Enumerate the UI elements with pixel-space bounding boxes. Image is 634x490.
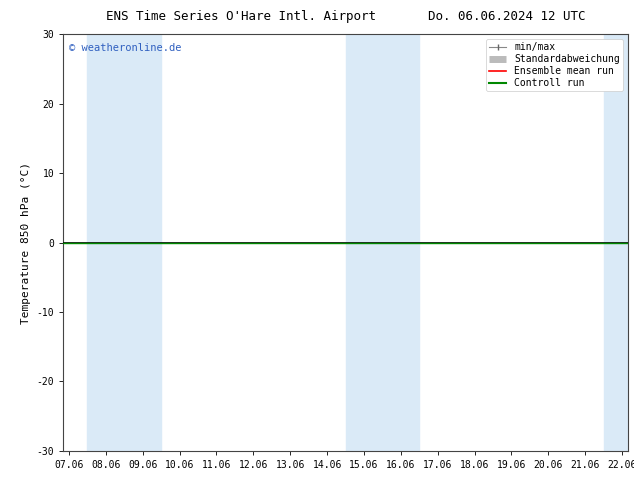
Text: ENS Time Series O'Hare Intl. Airport: ENS Time Series O'Hare Intl. Airport (106, 10, 376, 23)
Text: © weatheronline.de: © weatheronline.de (69, 43, 181, 52)
Text: Do. 06.06.2024 12 UTC: Do. 06.06.2024 12 UTC (429, 10, 586, 23)
Bar (604, 34, 634, 451)
Bar (617, 34, 628, 451)
Legend: min/max, Standardabweichung, Ensemble mean run, Controll run: min/max, Standardabweichung, Ensemble me… (486, 39, 623, 91)
Y-axis label: Temperature 850 hPa (°C): Temperature 850 hPa (°C) (21, 162, 31, 323)
Bar (346, 34, 419, 451)
Bar (87, 34, 161, 451)
